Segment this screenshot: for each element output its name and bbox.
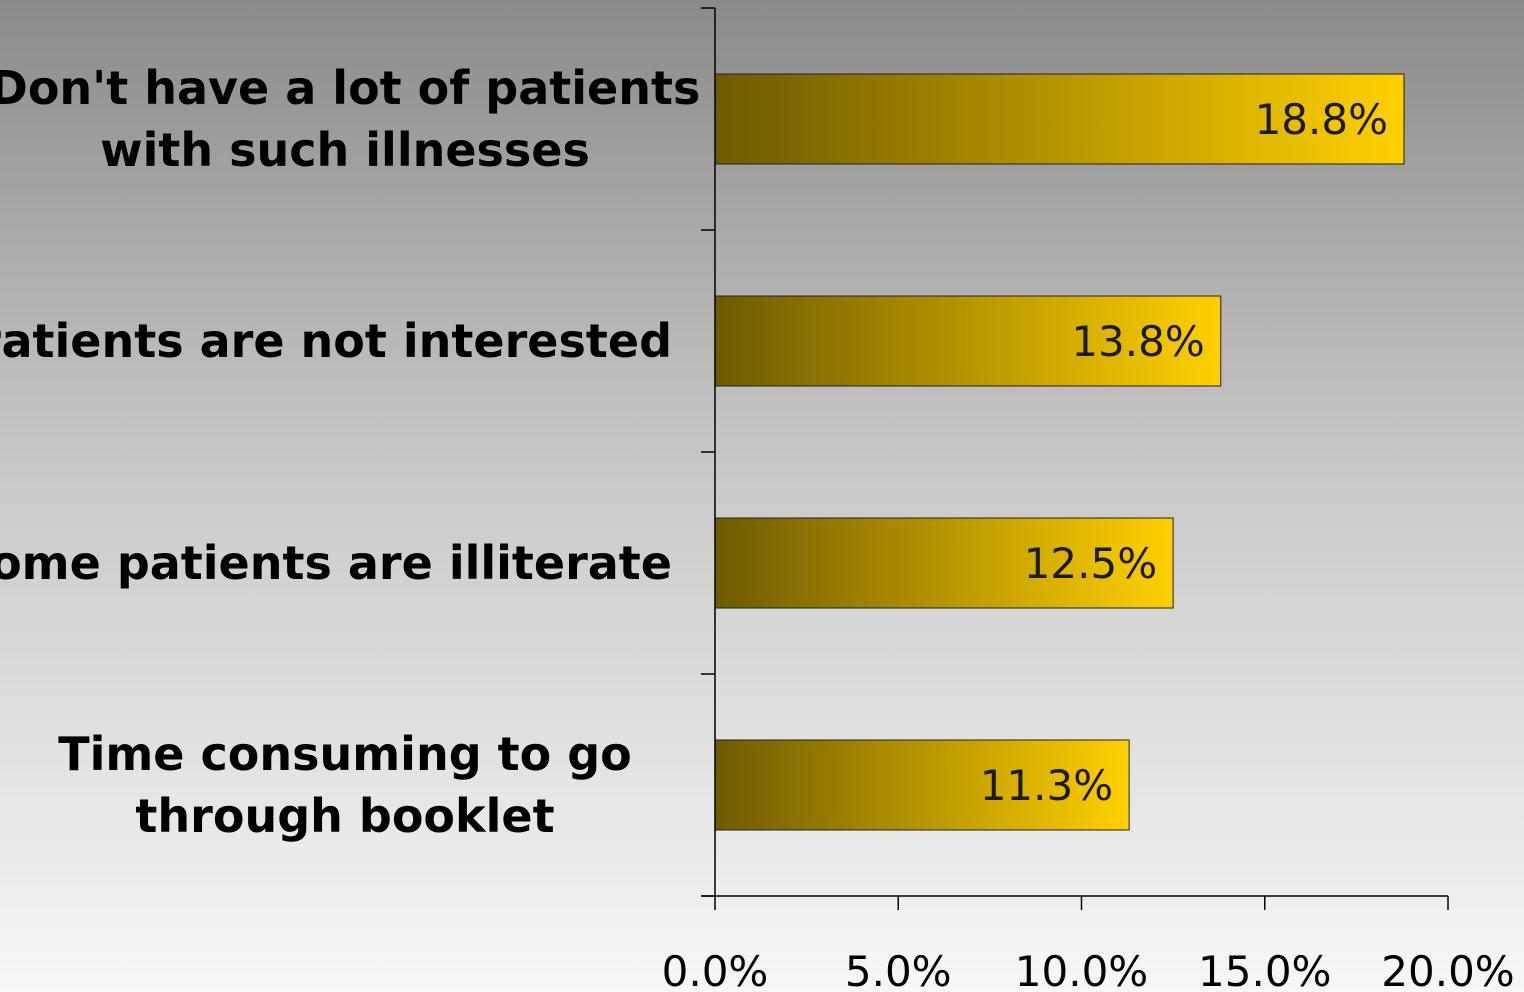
category-label-line: Time consuming to go xyxy=(58,727,632,781)
x-tick-label-3: 15.0% xyxy=(1198,947,1331,992)
category-label-2: Some patients are illiterate xyxy=(0,536,672,590)
bars-layer xyxy=(714,73,1405,831)
bar-1 xyxy=(714,295,1222,387)
axes xyxy=(701,7,1449,910)
category-label-3: Time consuming to go through booklet xyxy=(58,727,632,843)
data-label-2: 12.5% xyxy=(1024,539,1157,588)
category-label-line: with such illnesses xyxy=(100,123,590,177)
category-label-line: Patients are not interested xyxy=(0,314,672,368)
data-label-3: 11.3% xyxy=(980,761,1113,810)
x-tick-label-0: 0.0% xyxy=(662,947,769,992)
labels-layer: 18.8% Don't have a lot of patients with su… xyxy=(0,61,1515,992)
category-label-0: Don't have a lot of patients with such il… xyxy=(0,61,700,177)
bar-2 xyxy=(714,517,1174,609)
data-label-0: 18.8% xyxy=(1255,95,1388,144)
category-label-line: Some patients are illiterate xyxy=(0,536,672,590)
bar-3 xyxy=(714,739,1130,831)
x-tick-label-4: 20.0% xyxy=(1381,947,1514,992)
category-label-line: Don't have a lot of patients xyxy=(0,61,700,115)
bar-0 xyxy=(714,73,1405,165)
category-label-line: through booklet xyxy=(135,789,554,843)
data-label-1: 13.8% xyxy=(1071,317,1204,366)
x-tick-label-1: 5.0% xyxy=(845,947,952,992)
category-label-1: Patients are not interested xyxy=(0,314,672,368)
x-tick-label-2: 10.0% xyxy=(1015,947,1148,992)
